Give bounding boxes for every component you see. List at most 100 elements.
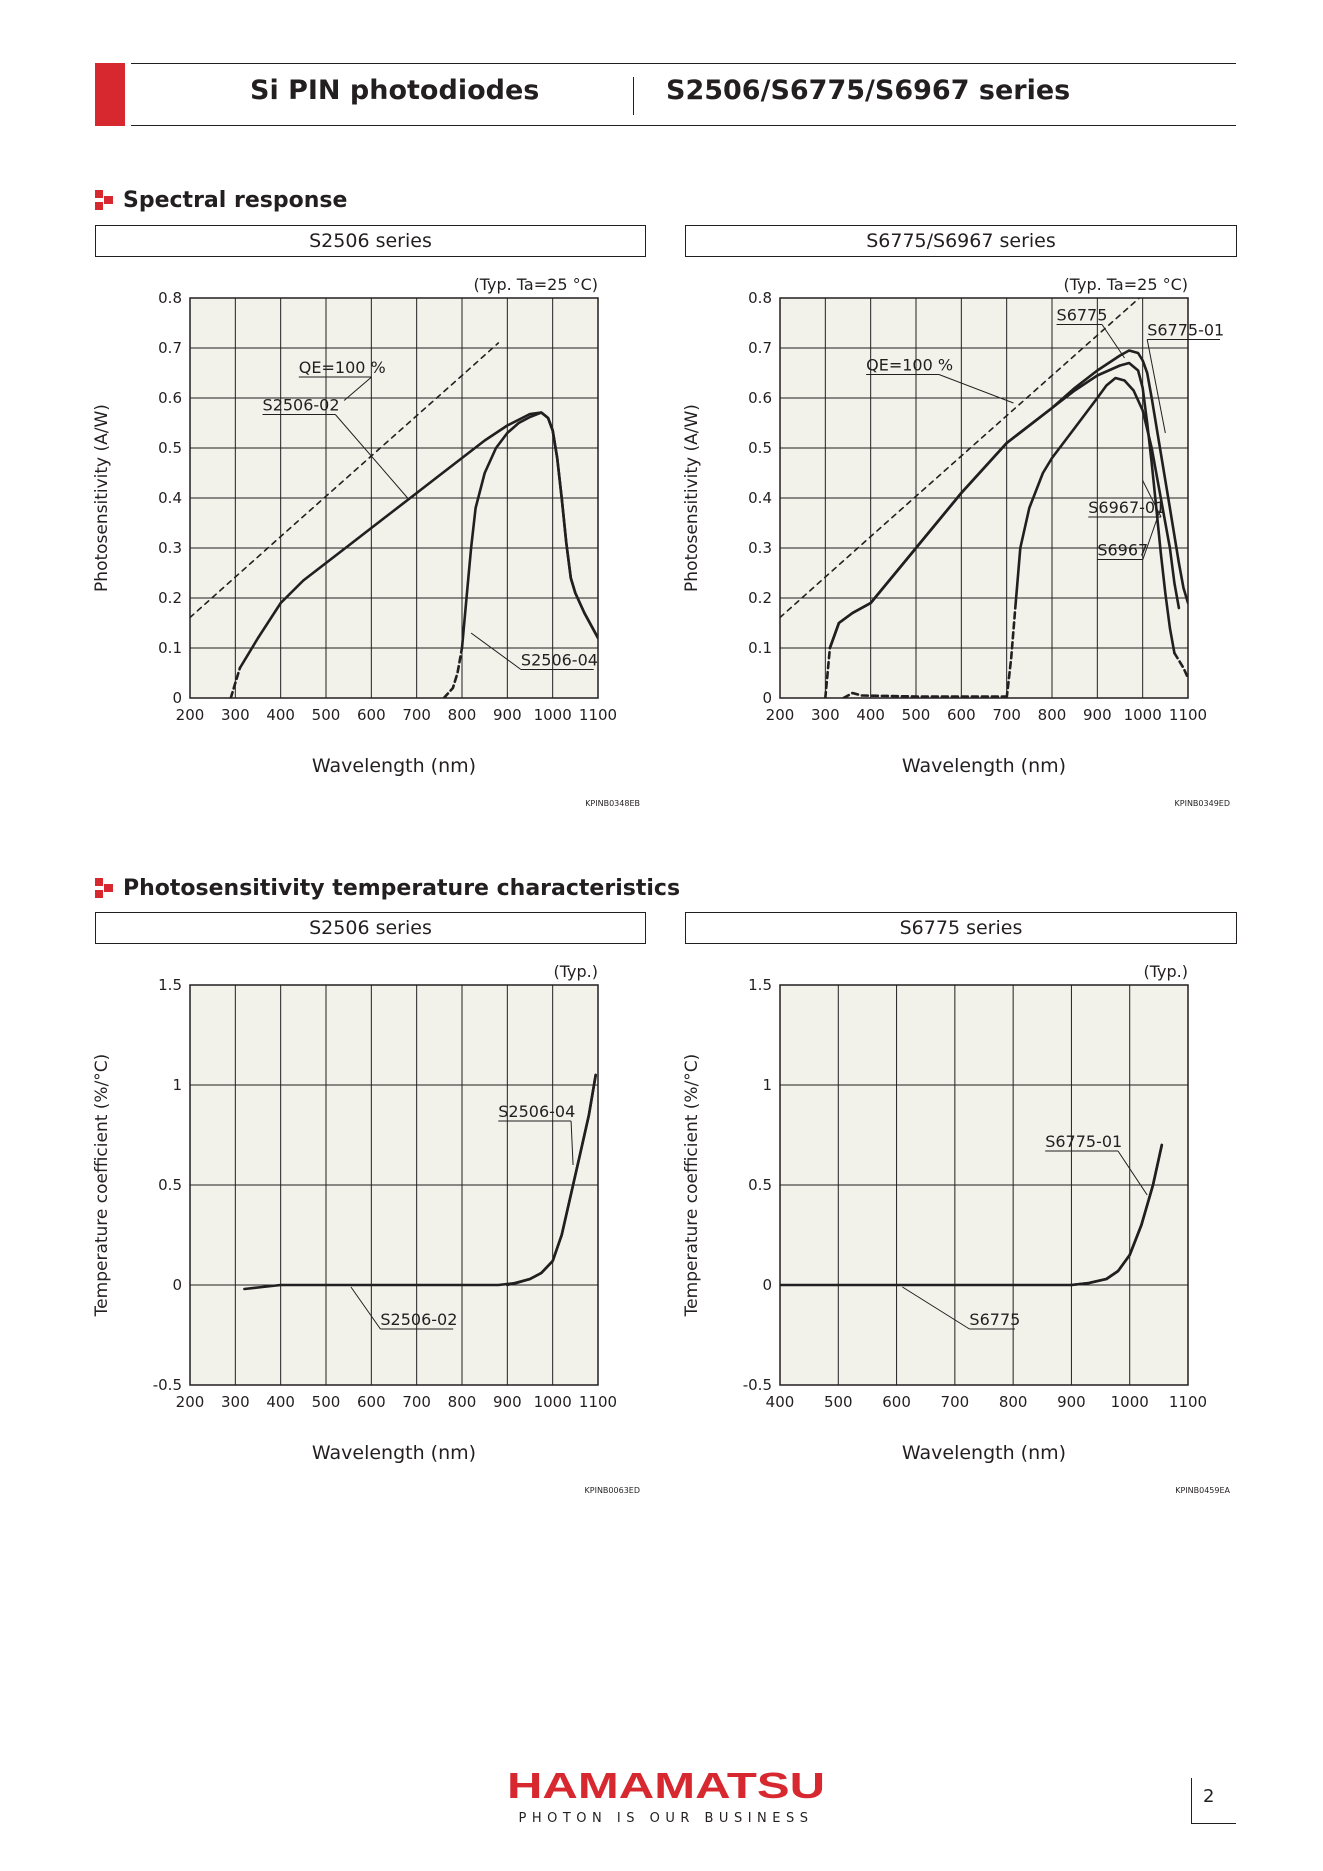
figure-code: KPINB0063ED [585, 1486, 640, 1495]
series-s6967-tail [1173, 651, 1188, 680]
page-number-rule [1191, 1778, 1192, 1824]
x-tick-label: 300 [811, 706, 840, 724]
section-heading-spectral: Spectral response [95, 188, 347, 213]
series-annotation: S6775-01 [1147, 321, 1224, 340]
series-annotation: S2506-04 [521, 651, 598, 670]
y-axis-label: Temperature coefficient (%/°C) [682, 1054, 702, 1318]
series-s2506-04 [505, 1073, 598, 1287]
series-s6775-01 [1070, 1143, 1164, 1287]
y-tick-label: 0.4 [748, 489, 772, 507]
x-tick-label: 800 [999, 1393, 1028, 1411]
condition-label: (Typ. Ta=25 °C) [473, 275, 598, 294]
header-series-title: S2506/S6775/S6967 series [666, 75, 1071, 106]
series-annotation: S6967-01 [1088, 498, 1165, 517]
series-s6775-01 [828, 349, 1188, 650]
y-tick-label: 0.5 [748, 439, 772, 457]
x-tick-label: 700 [402, 1393, 431, 1411]
x-tick-label: 500 [824, 1393, 853, 1411]
y-tick-label: 0 [762, 689, 772, 707]
series-annotation: S6775 [969, 1310, 1020, 1329]
x-tick-label: 500 [312, 1393, 341, 1411]
y-tick-label: 0.8 [158, 289, 182, 307]
x-tick-label: 1000 [1111, 1393, 1149, 1411]
annotation-leader [1142, 507, 1162, 560]
x-tick-label: 600 [357, 1393, 386, 1411]
annotation-leader [334, 414, 408, 499]
chart-title-box: S6775/S6967 series [685, 225, 1237, 257]
series-s6967 [842, 691, 1009, 698]
y-tick-label: 0.3 [748, 539, 772, 557]
x-tick-label: 800 [448, 706, 477, 724]
section-heading-temperature: Photosensitivity temperature characteris… [95, 876, 680, 901]
x-tick-label: 600 [882, 1393, 911, 1411]
x-tick-label: 300 [221, 1393, 250, 1411]
annotation-leader [938, 374, 1014, 404]
x-tick-label: 1100 [1169, 1393, 1207, 1411]
plot-frame [779, 984, 1189, 1386]
y-tick-label: 0.5 [748, 1176, 772, 1194]
annotation-leader [343, 376, 372, 401]
y-tick-label: 0.1 [158, 639, 182, 657]
y-tick-label: 0.3 [158, 539, 182, 557]
svg-text:HAMAMATSU: HAMAMATSU [507, 1768, 825, 1804]
series-s2506-04 [460, 411, 598, 650]
x-tick-label: 1100 [579, 1393, 617, 1411]
plot-frame [189, 984, 599, 1386]
x-tick-label: 800 [448, 1393, 477, 1411]
x-tick-label: 700 [402, 706, 431, 724]
y-tick-label: 0.6 [748, 389, 772, 407]
series-annotation: S6967 [1097, 541, 1148, 560]
x-tick-label: 500 [312, 706, 341, 724]
annotation-leader [350, 1286, 381, 1330]
plot-frame [779, 297, 1189, 699]
hamamatsu-logo: HAMAMATSU [507, 1768, 825, 1804]
y-axis-label: Temperature coefficient (%/°C) [92, 1054, 112, 1318]
condition-label: (Typ.) [1144, 962, 1188, 981]
x-tick-label: 1000 [534, 1393, 572, 1411]
series-qe-100 [780, 298, 1141, 619]
x-tick-label: 700 [941, 1393, 970, 1411]
page-number: 2 [1203, 1786, 1215, 1807]
y-tick-label: 1 [172, 1076, 182, 1094]
x-axis-label: Wavelength (nm) [902, 1442, 1066, 1464]
series-s2506-04-dashed-part [442, 646, 464, 698]
series-s6967-01 [1014, 376, 1181, 610]
header-separator [633, 77, 634, 115]
chart-title-box: S2506 series [95, 912, 646, 944]
x-tick-label: 600 [947, 706, 976, 724]
x-tick-label: 900 [1083, 706, 1112, 724]
x-tick-label: 1000 [1124, 706, 1162, 724]
y-tick-label: 0.5 [158, 1176, 182, 1194]
y-tick-label: 0.5 [158, 439, 182, 457]
chart-tempcoef-s6775: 400 500 600 700 800 900 1000 1100 -0.5 0 0.5 1 1.5 Wa… [682, 962, 1231, 1495]
y-tick-label: 0 [172, 1276, 182, 1294]
annotation-leader [570, 1120, 574, 1166]
figure-code: KPINB0459EA [1175, 1486, 1230, 1495]
series-annotation: S2506-02 [380, 1310, 457, 1329]
x-tick-label: 400 [766, 1393, 795, 1411]
series-s2506-02-dashed-part [229, 666, 242, 698]
x-axis-label: Wavelength (nm) [312, 755, 476, 777]
y-tick-label: 1.5 [748, 976, 772, 994]
series-annotation: S6775 [1057, 306, 1108, 325]
chart-title-box: S2506 series [95, 225, 646, 257]
plot-frame [189, 297, 599, 699]
x-tick-label: 900 [1057, 1393, 1086, 1411]
x-tick-label: 200 [176, 706, 205, 724]
x-axis-label: Wavelength (nm) [902, 755, 1066, 777]
header-red-bar [95, 63, 125, 126]
series-annotation: S2506-02 [263, 396, 340, 415]
x-tick-label: 900 [493, 1393, 522, 1411]
y-tick-label: -0.5 [743, 1376, 772, 1394]
y-tick-label: 0 [762, 1276, 772, 1294]
y-tick-label: -0.5 [153, 1376, 182, 1394]
x-tick-label: 500 [902, 706, 931, 724]
y-tick-label: 0.2 [748, 589, 772, 607]
series-s6967-01-dashed-part [1005, 601, 1018, 698]
y-tick-label: 0.1 [748, 639, 772, 657]
section-marker-icon [95, 189, 115, 212]
x-tick-label: 900 [493, 706, 522, 724]
y-axis-label: Photosensitivity (A/W) [682, 404, 702, 592]
x-tick-label: 300 [221, 706, 250, 724]
y-tick-label: 0.4 [158, 489, 182, 507]
